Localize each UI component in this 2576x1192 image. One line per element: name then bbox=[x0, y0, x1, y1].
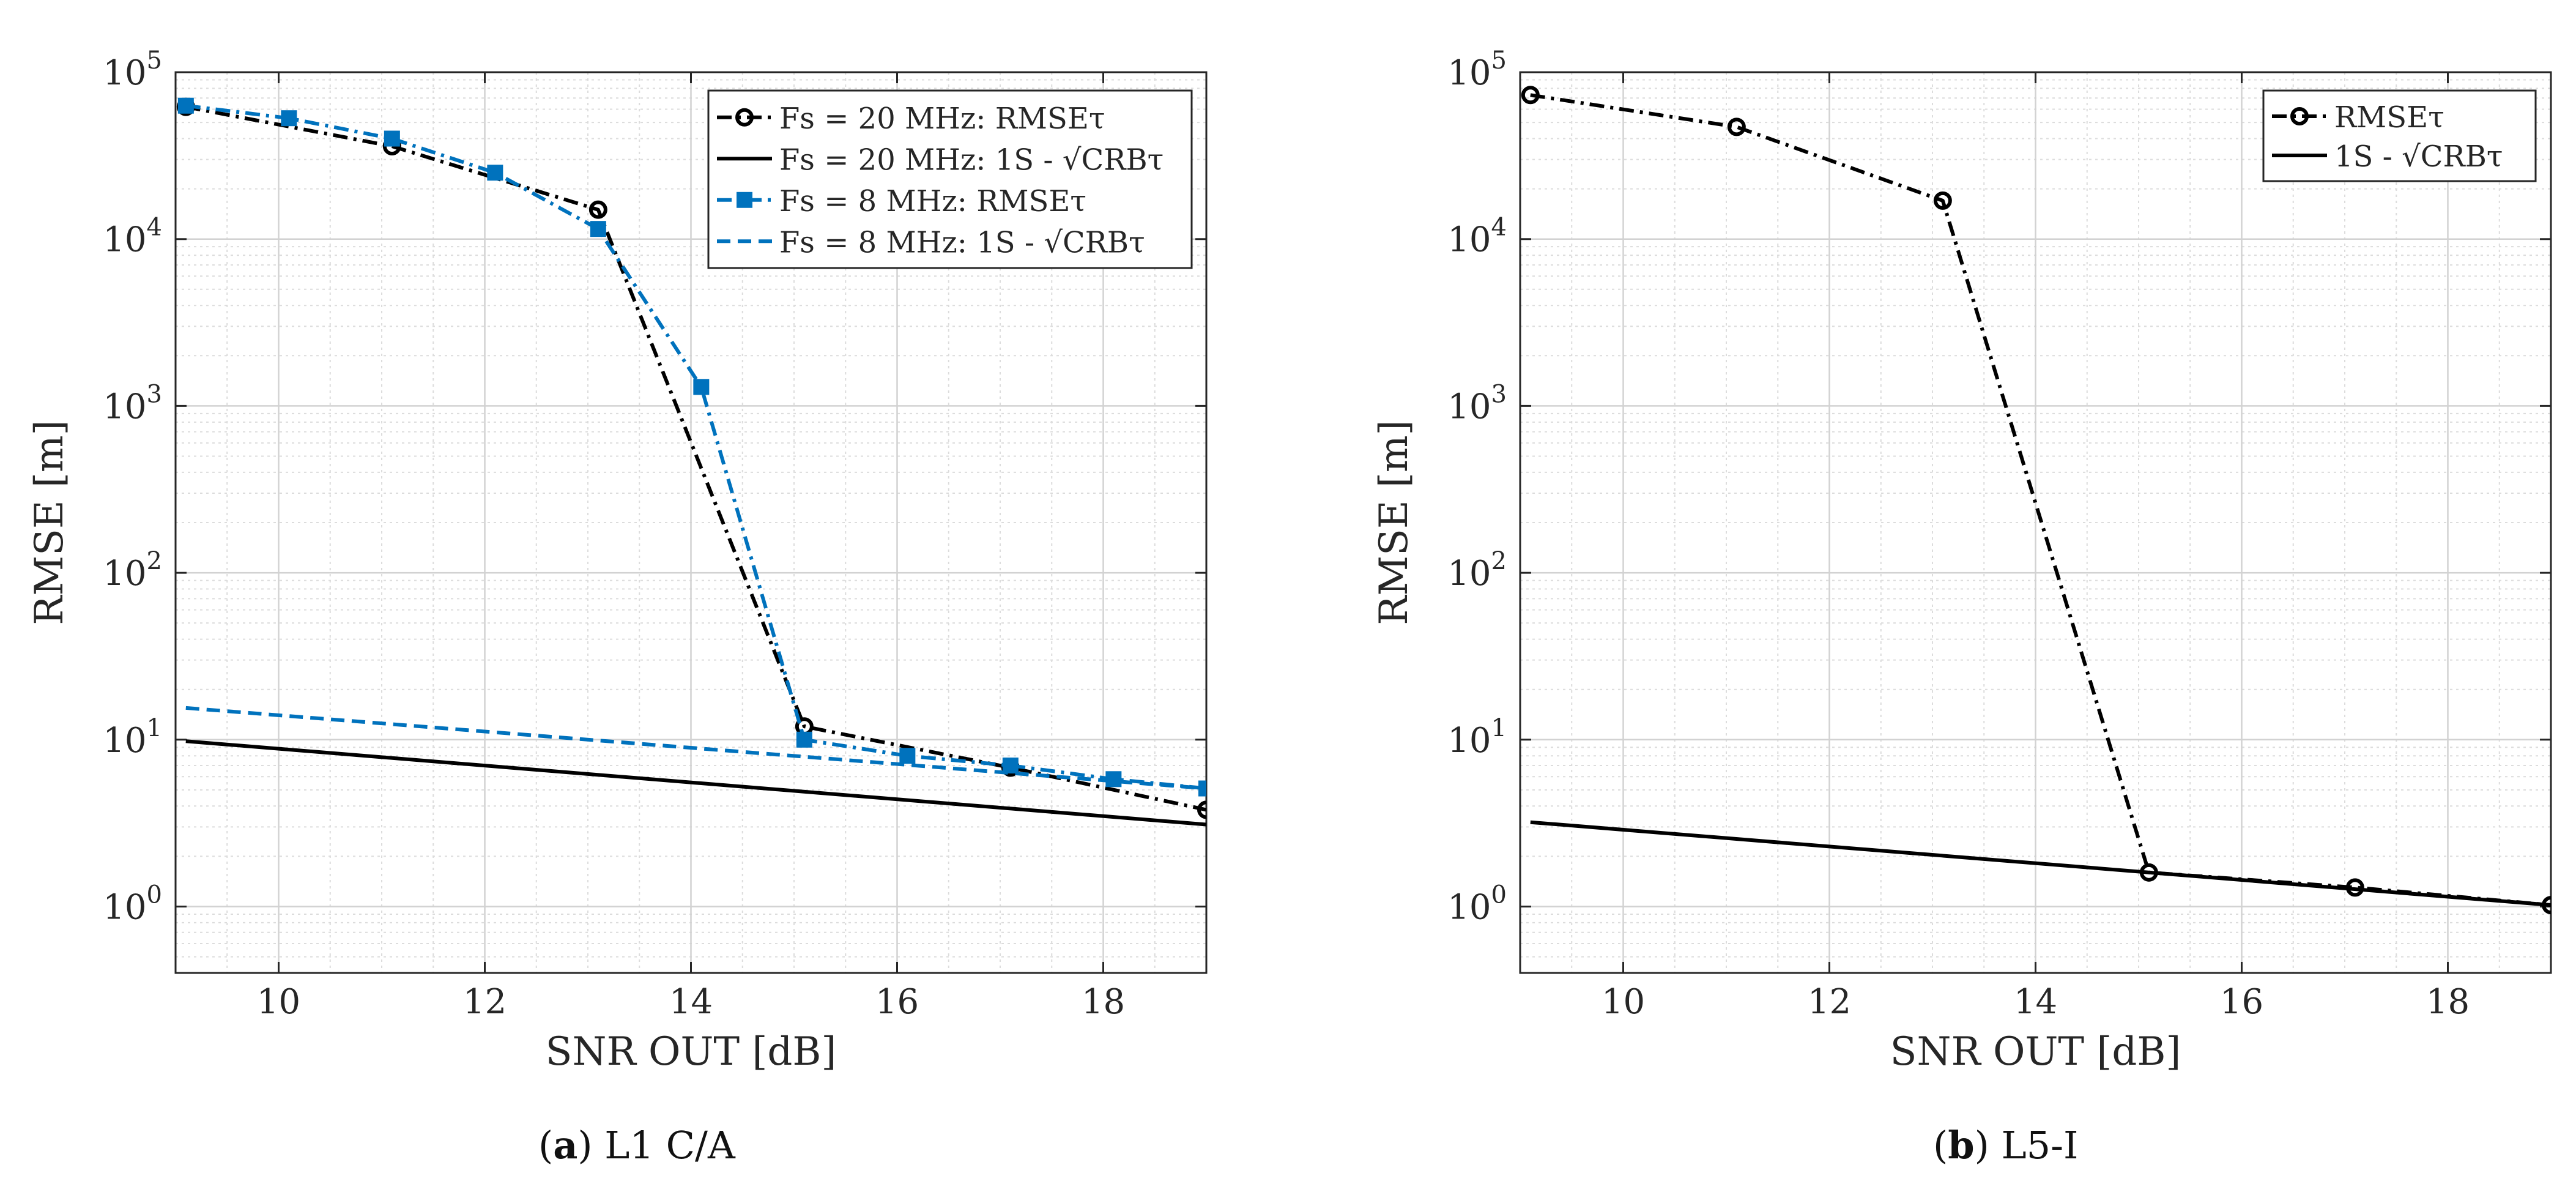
legend-swatch-marker bbox=[737, 192, 752, 208]
series-3-point bbox=[487, 165, 503, 181]
series-1-line bbox=[185, 105, 1206, 812]
y-tick-label-base: 10 bbox=[1447, 220, 1491, 260]
y-tick-label: 100 bbox=[103, 881, 162, 927]
legend-label: Fs = 20 MHz: RMSEτ bbox=[779, 102, 1105, 136]
legend-label: Fs = 8 MHz: 1S - √CRBτ bbox=[779, 225, 1145, 259]
caption-a-label: a bbox=[553, 1123, 578, 1168]
series-2 bbox=[1530, 820, 2551, 907]
legend-swatch-marker bbox=[735, 108, 754, 127]
series-2-line bbox=[185, 739, 1206, 827]
y-axis-label: RMSE [m] bbox=[1372, 420, 1417, 625]
legend: Fs = 20 MHz: RMSEτ Fs = 20 MHz: 1S - √CRB… bbox=[707, 89, 1193, 269]
y-tick-label-exponent: 2 bbox=[1491, 547, 1507, 575]
series-3-point bbox=[590, 221, 606, 237]
y-tick-label-exponent: 3 bbox=[1491, 380, 1507, 408]
x-axis-label: SNR OUT [dB] bbox=[1890, 1029, 2181, 1075]
series-1-point bbox=[1521, 86, 1540, 105]
y-tick-label-base: 10 bbox=[1447, 387, 1491, 427]
y-tick-label: 105 bbox=[103, 47, 162, 93]
y-tick-label-base: 10 bbox=[103, 53, 146, 93]
y-tick-label-base: 10 bbox=[1447, 554, 1491, 594]
legend-label: RMSEτ bbox=[2334, 100, 2444, 135]
series-2 bbox=[185, 739, 1206, 827]
x-tick-label: 12 bbox=[1808, 982, 1851, 1022]
y-tick-label-exponent: 0 bbox=[1491, 881, 1507, 909]
legend: RMSEτ 1S - √CRBτ bbox=[2262, 89, 2537, 182]
series-3-point bbox=[1198, 780, 1206, 797]
caption-a: (a) L1 C/A bbox=[538, 1123, 735, 1168]
y-tick-label: 104 bbox=[103, 214, 162, 260]
x-tick-label: 16 bbox=[875, 982, 919, 1022]
series-1-line bbox=[1530, 93, 2551, 907]
series-3-point bbox=[384, 130, 400, 147]
series-1-point bbox=[1197, 800, 1206, 819]
grid bbox=[1520, 71, 2552, 974]
x-tick-label: 18 bbox=[1082, 982, 1125, 1022]
series-1-point bbox=[588, 200, 607, 219]
x-tick-label: 10 bbox=[257, 982, 300, 1022]
y-tick-label-base: 10 bbox=[103, 220, 146, 260]
x-tick-label: 14 bbox=[2014, 982, 2057, 1022]
caption-b: (b) L5-I bbox=[1933, 1123, 2079, 1168]
y-axis-label: RMSE [m] bbox=[27, 420, 72, 625]
y-tick-label: 101 bbox=[1447, 714, 1507, 761]
caption-a-text: L1 C/A bbox=[604, 1123, 735, 1168]
series-3-line bbox=[185, 103, 1206, 791]
y-tick-label: 104 bbox=[1447, 214, 1507, 260]
series-2-line bbox=[1530, 820, 2551, 907]
y-tick-label-exponent: 0 bbox=[147, 881, 162, 909]
series-3-point bbox=[177, 97, 194, 114]
legend-box bbox=[2262, 89, 2537, 182]
x-tick-label: 16 bbox=[2220, 982, 2263, 1022]
y-tick-label: 100 bbox=[1447, 881, 1507, 927]
series-3-point bbox=[899, 748, 916, 764]
y-tick-label-exponent: 4 bbox=[1491, 214, 1507, 242]
y-tick-label-exponent: 3 bbox=[147, 380, 162, 408]
series-3 bbox=[177, 97, 1206, 797]
x-tick-label: 12 bbox=[463, 982, 507, 1022]
caption-b-label: b bbox=[1948, 1123, 1975, 1168]
series-1-point bbox=[1727, 117, 1746, 136]
x-tick-label: 10 bbox=[1602, 982, 1645, 1022]
series-4 bbox=[185, 706, 1206, 791]
legend-label: Fs = 20 MHz: 1S - √CRBτ bbox=[779, 143, 1164, 177]
y-tick-label: 103 bbox=[103, 380, 162, 427]
legend-box bbox=[707, 89, 1193, 269]
x-tick-label: 18 bbox=[2426, 982, 2470, 1022]
y-tick-label-exponent: 2 bbox=[147, 547, 162, 575]
y-tick-label-base: 10 bbox=[103, 887, 146, 927]
y-tick-label-exponent: 5 bbox=[1491, 47, 1507, 75]
grid bbox=[175, 71, 1207, 974]
caption-b-text: L5-I bbox=[2001, 1123, 2079, 1168]
y-tick-label-base: 10 bbox=[1447, 721, 1491, 761]
y-tick-label: 103 bbox=[1447, 380, 1507, 427]
series-3-point bbox=[281, 110, 297, 127]
series-1-point bbox=[1933, 191, 1952, 210]
y-tick-label-base: 10 bbox=[103, 554, 146, 594]
series-3-point bbox=[693, 379, 710, 395]
series-3-point bbox=[796, 731, 812, 748]
y-tick-label-exponent: 1 bbox=[1491, 714, 1507, 742]
y-tick-label-base: 10 bbox=[1447, 53, 1491, 93]
y-tick-label-exponent: 1 bbox=[147, 714, 162, 742]
series-1 bbox=[1521, 86, 2551, 915]
y-tick-label: 102 bbox=[103, 547, 162, 594]
y-tick-label-base: 10 bbox=[103, 721, 146, 761]
legend-label: Fs = 8 MHz: RMSEτ bbox=[779, 184, 1086, 218]
y-tick-label: 105 bbox=[1447, 47, 1507, 93]
y-tick-label-exponent: 4 bbox=[147, 214, 162, 242]
x-tick-label: 14 bbox=[669, 982, 713, 1022]
y-tick-label: 101 bbox=[103, 714, 162, 761]
x-axis-label: SNR OUT [dB] bbox=[546, 1029, 837, 1075]
y-tick-label-base: 10 bbox=[1447, 887, 1491, 927]
y-tick-label-base: 10 bbox=[103, 387, 146, 427]
y-tick-label: 102 bbox=[1447, 547, 1507, 594]
series-4-line bbox=[185, 706, 1206, 791]
y-tick-label-exponent: 5 bbox=[147, 47, 162, 75]
legend-label: 1S - √CRBτ bbox=[2334, 140, 2503, 174]
legend-swatch-marker bbox=[2290, 107, 2309, 125]
